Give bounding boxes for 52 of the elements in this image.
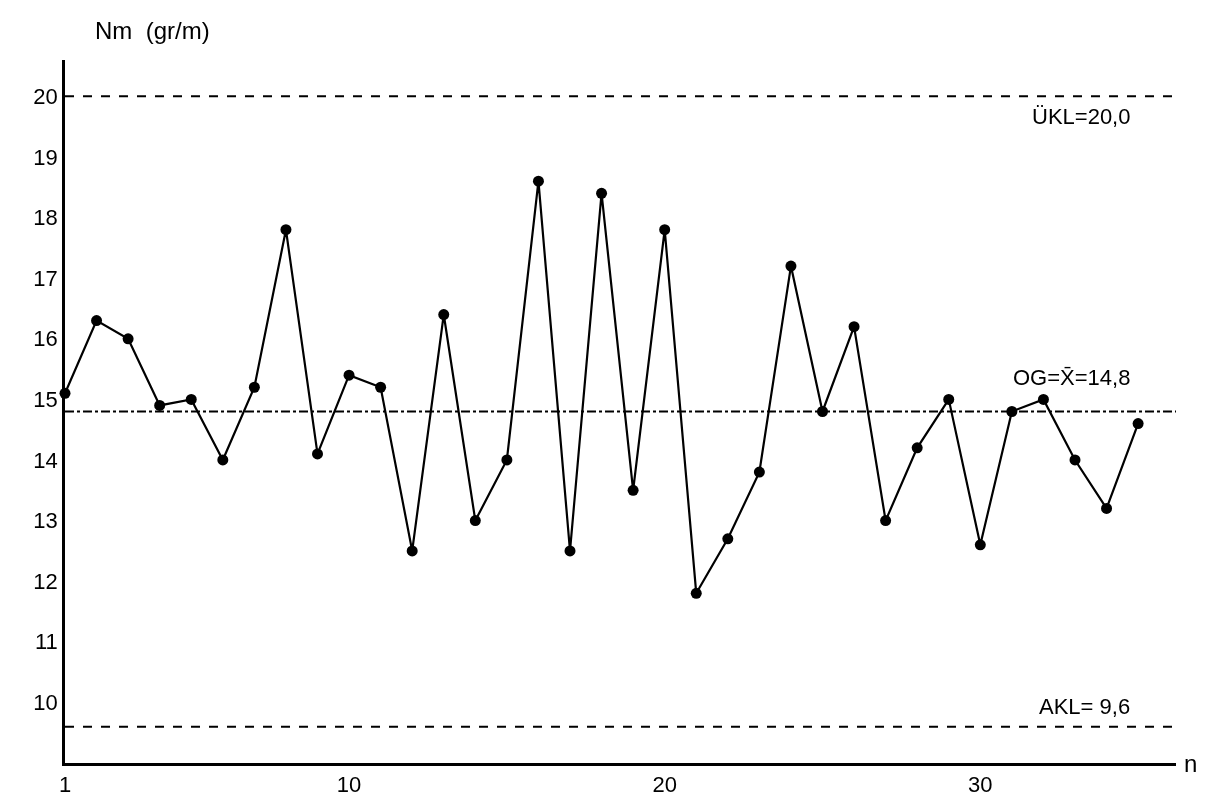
y-tick-label: 20 [33,84,58,110]
point [217,454,229,466]
point [375,381,387,393]
point [911,442,923,454]
point [974,539,986,551]
point [501,454,513,466]
point [690,587,702,599]
y-tick-label: 19 [33,144,58,170]
x-tick-label: 10 [336,772,362,798]
x-tick-label: 20 [652,772,677,798]
point [406,545,418,557]
point [627,484,639,496]
y-tick-label: 18 [33,205,58,231]
y-tick-label: 16 [33,326,58,352]
ref-line-label: AKL= 9,6 [1039,694,1131,719]
point [438,309,450,321]
point [659,224,671,236]
y-tick-label: 14 [33,447,58,473]
point [785,260,797,272]
y-tick-label: 12 [33,568,58,594]
point [564,545,576,557]
point [880,515,892,527]
y-tick-label: 11 [35,629,58,655]
point [848,321,860,333]
point [248,381,260,393]
x-tick-label: 30 [968,772,993,798]
point [753,466,765,478]
point [532,175,544,187]
ref-line-label: ÜKL=20,0 [1032,104,1131,129]
point [122,333,134,345]
x-tick-label: 1 [58,772,72,798]
ref-line-label: OG=X̄=14,8 [1013,365,1131,390]
point [312,448,323,460]
point [1037,393,1049,405]
point [343,369,355,381]
point [469,515,481,527]
point [91,315,103,327]
point [185,393,197,405]
y-axis-title: Nm (gr/m) [95,17,210,44]
point [154,399,166,411]
point [1101,502,1113,514]
x-axis-title: n [1184,750,1198,777]
y-tick-label: 13 [33,508,58,534]
point [1132,418,1144,430]
point [1069,454,1081,466]
y-tick-label: 17 [33,265,58,291]
y-tick-label: 10 [33,690,58,716]
point [943,393,955,405]
point [596,187,608,199]
point [280,224,292,236]
point [722,533,734,545]
y-tick-label: 15 [33,387,58,413]
